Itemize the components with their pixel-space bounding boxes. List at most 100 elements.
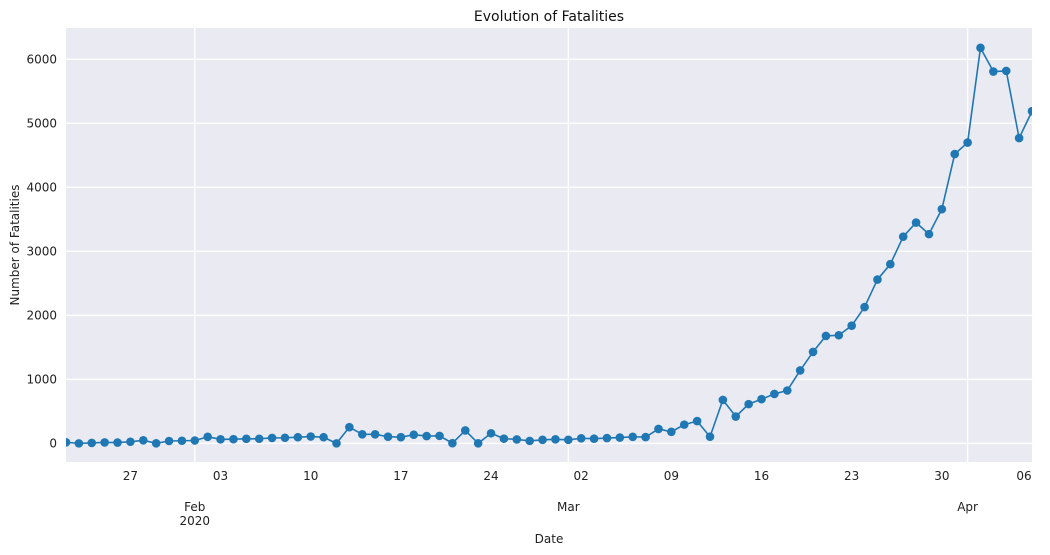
y-tick-label: 2000 [26,308,57,322]
x-minor-tick-label: 24 [483,469,498,483]
y-tick-labels: 0 1000 2000 3000 4000 5000 6000 [26,52,57,450]
data-point [126,437,135,447]
x-minor-tick-label: 16 [754,469,769,483]
data-point [1027,106,1032,116]
y-tick-label: 0 [49,436,57,450]
data-point [989,67,998,76]
data-point [679,420,689,429]
x-axis-label: Date [535,532,564,546]
x-minor-tick-label: 09 [664,469,679,483]
data-point [692,416,702,426]
data-point [564,435,573,445]
data-point [435,431,444,441]
data-point [345,422,354,432]
x-major-tick-label: Feb [184,500,205,514]
data-point [216,435,225,444]
y-tick-label: 3000 [26,244,57,258]
data-point [628,432,638,442]
data-point [898,232,908,241]
y-tick-label: 4000 [26,180,57,194]
data-point [705,432,715,442]
data-point [937,204,947,214]
data-point [1001,66,1011,76]
data-point [602,433,612,443]
data-point [757,394,766,404]
x-major-tick-label: Apr [957,500,978,514]
chart-title: Evolution of Fatalities [474,9,624,25]
x-minor-tick-label: 30 [934,469,949,483]
data-point [177,436,187,446]
data-point [319,432,328,442]
grid-lines [66,28,1032,462]
data-point [87,438,97,448]
data-point [924,229,934,239]
x-minor-tick-label: 27 [123,469,138,483]
data-point [808,347,818,357]
data-point [744,399,753,409]
data-point [551,435,560,444]
data-point [782,386,792,395]
data-point [74,439,84,448]
data-point [499,434,509,443]
data-point [641,432,650,442]
data-point [718,395,728,405]
data-point [66,438,71,447]
data-point [229,434,238,444]
data-point [473,439,483,448]
data-point [332,439,341,448]
data-point [396,432,406,442]
data-point [847,321,856,330]
y-tick-label: 1000 [26,372,57,386]
data-point [538,435,547,445]
data-point [164,436,174,446]
series-group [66,43,1032,448]
x-minor-tick-label: 03 [213,469,228,483]
series-line [66,47,1032,445]
data-point [448,438,457,448]
data-point [976,43,985,53]
data-point [242,434,251,444]
data-point [190,436,200,445]
data-point [731,412,741,421]
data-point [860,302,869,312]
data-point [512,435,522,444]
data-point [100,438,109,447]
data-point [138,436,148,445]
data-point [589,434,599,444]
data-point [963,138,972,147]
y-tick-label: 6000 [26,52,57,66]
data-point [151,439,161,448]
data-point [834,330,844,340]
data-point [795,366,805,375]
data-point [306,432,316,441]
data-point [422,431,431,441]
data-point [460,426,470,435]
plot-area [66,28,1032,462]
data-point [409,430,419,440]
data-point [873,275,882,284]
data-point [280,433,290,443]
x-minor-tick-label: 02 [574,469,589,483]
data-point [667,427,676,437]
data-point [770,389,779,399]
x-minor-tick-label: 23 [844,469,859,483]
x-minor-tick-label: 06 [1016,469,1031,483]
data-point [821,331,831,341]
y-tick-label: 5000 [26,116,57,130]
data-point [615,433,625,442]
y-axis-label: Number of Fatalities [8,185,22,306]
data-point [293,432,303,442]
x-major-tick-sublabel: 2020 [180,514,211,528]
data-point [525,436,534,446]
data-point [950,149,960,159]
data-point [486,428,496,438]
data-point [113,438,122,447]
data-point [267,433,277,443]
data-point [370,430,380,439]
data-point [654,424,663,434]
x-minor-tick-label: 17 [393,469,408,483]
data-point [357,429,367,439]
data-point [911,218,921,227]
